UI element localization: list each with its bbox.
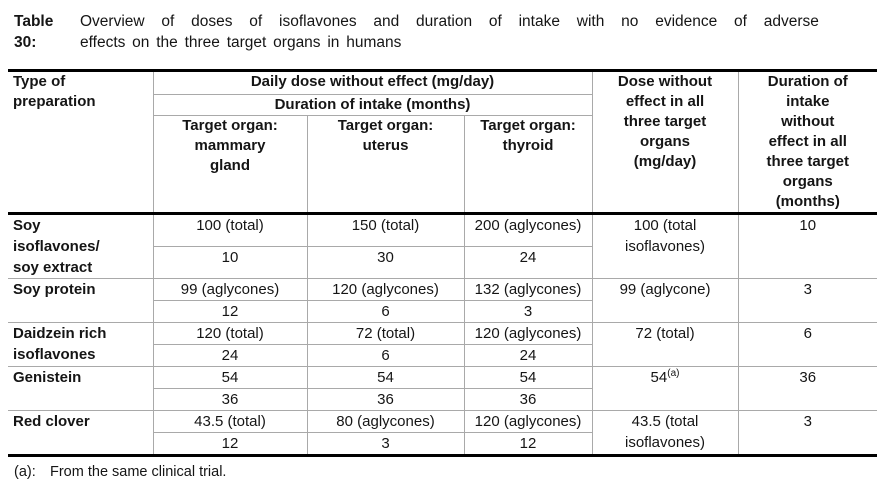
cell-all-organs-months: 3	[737, 278, 878, 323]
table-row: Soy isoflavones/ soy extract 100 (total)…	[8, 212, 878, 279]
header-duration-of-intake: Duration of intake (months)	[152, 94, 593, 116]
cell-uterus-dose: 54	[306, 366, 465, 389]
footnote-reference: (a)	[667, 368, 680, 379]
cell-uterus-months: 6	[306, 344, 465, 367]
table-row: 10 30 24	[8, 246, 877, 279]
cell-preparation: Soy protein	[8, 278, 154, 323]
cell-mammary-months: 24	[152, 344, 308, 367]
footnote-marker: (a):	[14, 464, 36, 480]
cell-thyroid-months: 12	[463, 432, 593, 456]
table-header: Type of preparation Daily dose without e…	[8, 70, 878, 214]
table-row: 12 3 12	[8, 432, 877, 456]
header-row-3: Target organ: mammary gland Target organ…	[8, 115, 877, 214]
cell-all-organs-months: 6	[737, 322, 878, 367]
isoflavone-doses-table: Type of preparation Daily dose without e…	[8, 69, 878, 457]
cell-mammary-dose: 43.5 (total)	[152, 410, 308, 433]
cell-all-organs-months: 3	[737, 410, 878, 456]
cell-thyroid-dose: 120 (aglycones)	[463, 322, 593, 345]
cell-thyroid-dose: 200 (aglycones)	[463, 212, 593, 248]
cell-all-organs-dose: 72 (total)	[591, 322, 739, 367]
table-row: 24 6 24	[8, 344, 877, 367]
cell-uterus-dose: 72 (total)	[306, 322, 465, 345]
cell-preparation: Daidzein rich isoflavones	[8, 322, 154, 367]
cell-all-organs-dose: 100 (total isoflavones)	[591, 213, 739, 279]
cell-mammary-dose: 99 (aglycones)	[152, 278, 308, 301]
cell-uterus-months: 6	[306, 300, 465, 323]
table-row: 12 6 3	[8, 300, 877, 323]
cell-mammary-months: 12	[152, 432, 308, 456]
table-body: Soy isoflavones/ soy extract 100 (total)…	[8, 212, 878, 456]
cell-thyroid-dose: 132 (aglycones)	[463, 278, 593, 301]
cell-all-organs-months: 36	[737, 366, 878, 411]
cell-mammary-months: 10	[152, 246, 308, 279]
cell-mammary-dose: 54	[152, 366, 308, 389]
table-caption: Table 30: Overview of doses of isoflavon…	[0, 0, 889, 53]
header-organ-mammary: Target organ: mammary gland	[152, 115, 308, 214]
cell-preparation: Red clover	[8, 410, 154, 456]
cell-all-organs-months: 10	[737, 213, 878, 279]
cell-uterus-dose: 150 (total)	[306, 212, 465, 248]
table-row: 36 36 36	[8, 388, 877, 411]
cell-mammary-months: 12	[152, 300, 308, 323]
table-row: Daidzein rich isoflavones 120 (total) 72…	[8, 322, 878, 367]
table-row: Genistein 54 54 54 54(a) 36	[8, 366, 878, 411]
cell-uterus-months: 30	[306, 246, 465, 279]
cell-all-organs-dose: 43.5 (total isoflavones)	[591, 410, 739, 456]
cell-uterus-dose: 80 (aglycones)	[306, 410, 465, 433]
cell-thyroid-dose: 54	[463, 366, 593, 389]
cell-mammary-dose: 100 (total)	[152, 212, 308, 248]
cell-all-organs-dose: 99 (aglycone)	[591, 278, 739, 323]
caption-line-1: Overview of doses of isoflavones and dur…	[80, 13, 819, 30]
cell-uterus-months: 36	[306, 388, 465, 411]
table-row: Soy protein 99 (aglycones) 120 (aglycone…	[8, 278, 878, 323]
table-footnote: (a): From the same clinical trial.	[14, 463, 889, 481]
cell-uterus-months: 3	[306, 432, 465, 456]
cell-thyroid-months: 24	[463, 246, 593, 279]
table-caption-text: Overview of doses of isoflavones and dur…	[80, 11, 875, 53]
cell-preparation: Soy isoflavones/ soy extract	[8, 213, 154, 279]
cell-mammary-dose: 120 (total)	[152, 322, 308, 345]
cell-all-organs-dose: 54(a)	[591, 366, 739, 411]
dose-value: 54	[650, 369, 668, 386]
cell-thyroid-months: 36	[463, 388, 593, 411]
cell-mammary-months: 36	[152, 388, 308, 411]
header-type-of-preparation: Type of preparation	[8, 70, 154, 214]
table-row: Red clover 43.5 (total) 80 (aglycones) 1…	[8, 410, 878, 456]
header-organ-thyroid: Target organ: thyroid	[463, 115, 593, 214]
table-caption-label: Table 30:	[14, 13, 54, 51]
caption-line-2: effects on the three target organs in hu…	[80, 34, 402, 51]
header-dose-all-organs: Dose without effect in all three target …	[591, 70, 739, 214]
footnote-text: From the same clinical trial.	[50, 464, 227, 480]
header-duration-all-organs: Duration of intake without effect in all…	[737, 70, 878, 214]
cell-preparation: Genistein	[8, 366, 154, 411]
header-row-1: Type of preparation Daily dose without e…	[8, 70, 878, 214]
cell-thyroid-months: 3	[463, 300, 593, 323]
header-daily-dose: Daily dose without effect (mg/day)	[152, 70, 593, 95]
cell-thyroid-dose: 120 (aglycones)	[463, 410, 593, 433]
cell-thyroid-months: 24	[463, 344, 593, 367]
cell-uterus-dose: 120 (aglycones)	[306, 278, 465, 301]
header-organ-uterus: Target organ: uterus	[306, 115, 465, 214]
